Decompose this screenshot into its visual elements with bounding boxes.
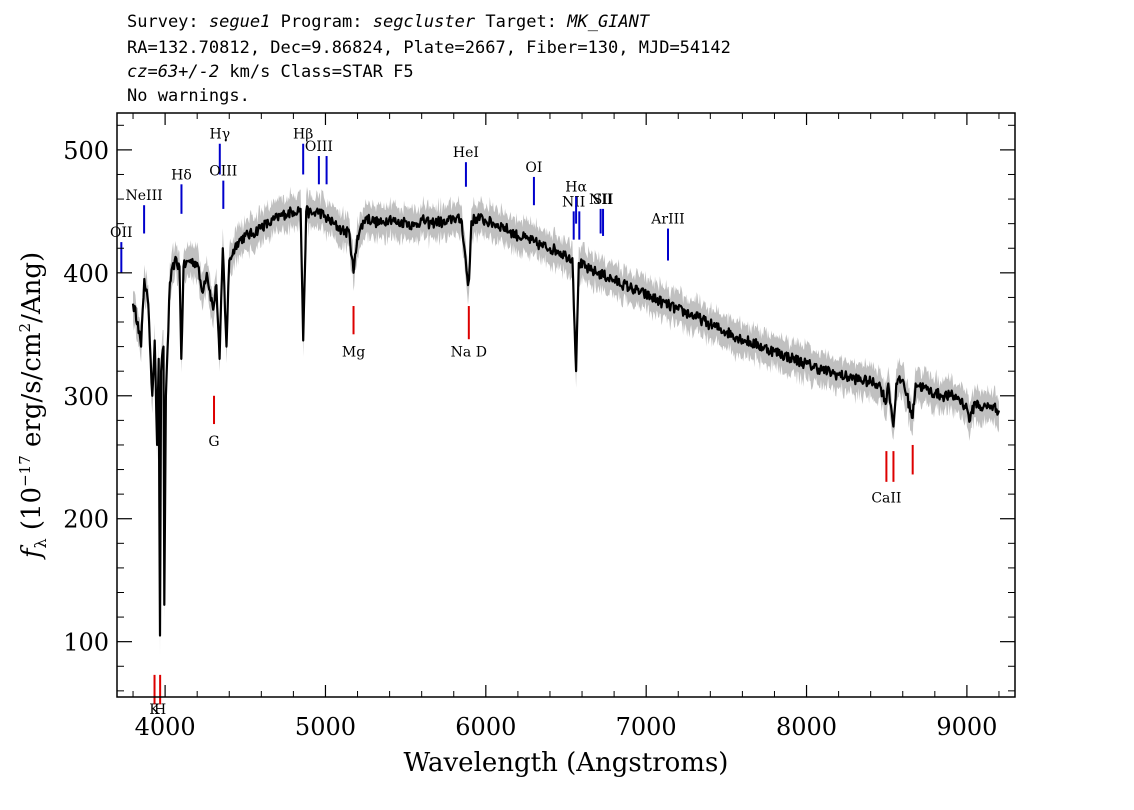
absorption-line-label: CaII: [871, 491, 901, 507]
emission-line-label: Hδ: [171, 167, 192, 183]
program-label: Program:: [280, 12, 363, 32]
header-line-coordinates: RA=132.70812, Dec=9.86824, Plate=2667, F…: [127, 38, 731, 58]
flux-layer: [131, 205, 1001, 637]
absorption-line-label: Na D: [451, 344, 487, 360]
absorption-line-label: Mg: [342, 344, 365, 360]
emission-line-label: OI: [525, 160, 542, 176]
absorption-line-label: H: [154, 702, 166, 718]
emission-line-label: OII: [110, 225, 133, 241]
x-tick-label: 6000: [455, 713, 516, 741]
x-tick-label: 7000: [616, 713, 677, 741]
y-tick-label: 500: [63, 137, 109, 165]
emission-line-label: NII: [562, 194, 585, 210]
header-line-survey: Survey: segue1 Program: segcluster Targe…: [127, 12, 649, 32]
x-tick-label: 8000: [776, 713, 837, 741]
absorption-line-label: K: [149, 702, 160, 718]
emission-line-label: OIII: [305, 139, 333, 155]
emission-line-label: SII: [593, 192, 614, 208]
ticks-layer: 4000 5000 6000 7000 8000 9000 100 200 300 400 500: [63, 113, 1015, 741]
x-axis-title: Wavelength (Angstroms): [404, 748, 729, 778]
emission-line-label: Hβ: [293, 127, 313, 143]
emission-line-label: ArIII: [650, 212, 684, 228]
absorption-line-label: G: [208, 434, 219, 450]
emission-line-label: NII: [589, 192, 612, 208]
emission-line-label: NeIII: [126, 188, 163, 204]
redshift-class: km/s Class=STAR F5: [219, 62, 414, 82]
header-line-warnings: No warnings.: [127, 86, 250, 106]
y-tick-label: 100: [63, 629, 109, 657]
y-tick-label: 300: [63, 383, 109, 411]
x-tick-label: 9000: [936, 713, 997, 741]
x-tick-label: 5000: [295, 713, 356, 741]
y-axis-title: fλ (10−17 erg/s/cm2/Ang): [16, 252, 50, 560]
target-value: MK_GIANT: [567, 12, 650, 32]
emission-line-label: Hγ: [209, 127, 230, 143]
emission-line-label: Hα: [565, 180, 587, 196]
flux-series-line: [131, 205, 1001, 637]
survey-label: Survey:: [127, 12, 199, 32]
emission-line-label: OIII: [209, 164, 237, 180]
y-tick-label: 200: [63, 506, 109, 534]
survey-value: segue1: [208, 12, 271, 32]
plot-frame: [116, 112, 1016, 698]
redshift-value: cz=63+/-2: [127, 62, 220, 82]
target-label: Target:: [485, 12, 557, 32]
y-tick-label: 400: [63, 260, 109, 288]
emission-line-label: HeI: [453, 145, 479, 161]
header-line-redshift: cz=63+/-2 km/s Class=STAR F5: [127, 62, 414, 82]
x-tick-label: 4000: [135, 713, 196, 741]
program-value: segcluster: [372, 12, 476, 32]
